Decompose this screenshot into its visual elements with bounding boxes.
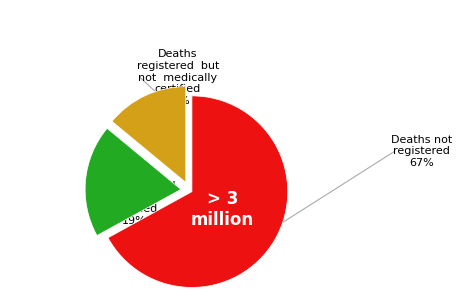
Text: Deaths
registered and
medically
certified
19%: Deaths registered and medically certifie… bbox=[93, 169, 175, 226]
Wedge shape bbox=[108, 96, 288, 287]
Text: Deaths
registered  but
not  medically
certified
14%: Deaths registered but not medically cert… bbox=[137, 50, 219, 106]
Wedge shape bbox=[112, 87, 186, 182]
Wedge shape bbox=[85, 128, 181, 236]
Text: > 3
million: > 3 million bbox=[191, 190, 254, 229]
Text: Deaths not
registered
67%: Deaths not registered 67% bbox=[391, 135, 452, 168]
